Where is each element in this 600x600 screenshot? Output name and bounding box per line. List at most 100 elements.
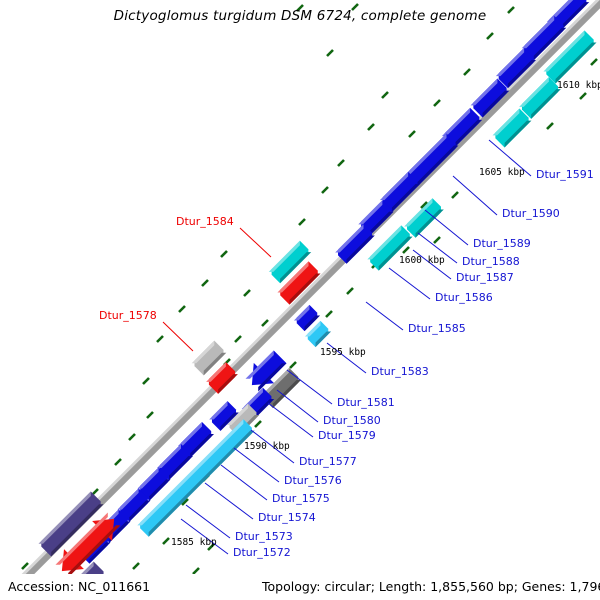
rna-mark — [451, 191, 459, 199]
rna-mark — [346, 287, 354, 295]
label-dtur-1584[interactable]: Dtur_1584 — [176, 215, 234, 228]
gene-bevel-bottom — [168, 455, 194, 481]
gene-body — [251, 350, 287, 386]
tick-1585: 1585 kbp — [171, 537, 217, 548]
gene-body — [263, 367, 299, 409]
rna-mark — [579, 92, 587, 100]
tick-1605: 1605 kbp — [479, 167, 525, 178]
rna-mark — [289, 361, 297, 369]
rna-mark — [402, 246, 410, 254]
rna-mark — [507, 6, 515, 14]
label-dtur-1572-leader — [180, 518, 229, 555]
gene-bevel-bottom — [189, 433, 215, 459]
cds-n34[interactable] — [52, 509, 124, 581]
rna-mark — [486, 32, 494, 40]
cds-n5[interactable] — [519, 77, 561, 119]
label-dtur-1574-leader — [204, 482, 254, 520]
label-dtur-1581[interactable]: Dtur_1581 — [337, 396, 395, 409]
rna-mark — [381, 91, 389, 99]
label-dtur-1585[interactable]: Dtur_1585 — [408, 322, 466, 335]
gene-body — [495, 108, 529, 148]
label-dtur-1573-leader — [185, 504, 231, 539]
label-dtur-1579[interactable]: Dtur_1579 — [318, 429, 376, 442]
cds-n27[interactable] — [177, 421, 215, 459]
label-dtur-1583[interactable]: Dtur_1583 — [371, 365, 429, 378]
gene-body — [211, 401, 237, 431]
label-dtur-1575-leader — [220, 464, 268, 501]
rna-mark — [207, 543, 215, 551]
gene-body — [473, 78, 507, 118]
gene-body — [194, 340, 224, 376]
label-dtur-1590[interactable]: Dtur_1590 — [502, 207, 560, 220]
rna-mark — [128, 433, 136, 441]
gene-body — [271, 240, 309, 284]
label-dtur-1591-leader — [488, 139, 532, 177]
label-dtur-1591[interactable]: Dtur_1591 — [536, 168, 594, 181]
rna-mark — [192, 567, 200, 575]
cds-n21[interactable] — [191, 340, 227, 376]
rna-mark — [178, 305, 186, 313]
label-dtur-1576-leader — [233, 447, 280, 483]
rna-mark — [433, 99, 441, 107]
rna-mark — [433, 236, 441, 244]
label-dtur-1583-leader — [326, 342, 367, 374]
label-dtur-1589-leader — [424, 209, 469, 246]
label-dtur-1579-leader — [267, 402, 314, 438]
label-dtur-1573[interactable]: Dtur_1573 — [235, 530, 293, 543]
page-title: Dictyoglomus turgidum DSM 6724, complete… — [113, 8, 487, 24]
label-dtur-1581-leader — [286, 369, 333, 405]
rna-mark — [326, 49, 334, 57]
label-dtur-1586[interactable]: Dtur_1586 — [435, 291, 493, 304]
rna-mark — [220, 250, 228, 258]
gene-bevel-bottom — [51, 504, 104, 557]
cds-n28[interactable] — [156, 443, 194, 481]
gene-body — [208, 362, 236, 394]
label-dtur-1587-leader — [412, 249, 452, 280]
label-dtur-1575[interactable]: Dtur_1575 — [272, 492, 330, 505]
label-dtur-1590-leader — [452, 175, 498, 216]
status-bar: Accession: NC_011661 Topology: circular;… — [0, 574, 600, 600]
label-dtur-1572[interactable]: Dtur_1572 — [233, 546, 291, 559]
gene-body — [444, 107, 480, 149]
rna-mark — [351, 3, 359, 11]
gene-body — [524, 15, 564, 61]
cds-n20[interactable] — [260, 367, 302, 409]
genome-summary-text: Topology: circular; Length: 1,855,560 bp… — [262, 579, 600, 594]
rna-mark — [114, 458, 122, 466]
gene-body — [61, 518, 115, 572]
rna-mark — [162, 537, 170, 545]
cds-n9[interactable] — [405, 133, 459, 187]
gene-body — [498, 47, 534, 89]
cds-n33[interactable] — [38, 491, 104, 557]
gene-bevel-bottom — [203, 352, 227, 376]
rna-mark — [181, 498, 189, 506]
cds-n7[interactable] — [492, 108, 532, 148]
label-dtur-1577-leader — [250, 429, 295, 464]
label-dtur-1589[interactable]: Dtur_1589 — [473, 237, 531, 250]
label-dtur-1588[interactable]: Dtur_1588 — [462, 255, 520, 268]
gene-body — [408, 133, 456, 187]
label-dtur-1585-leader — [365, 301, 404, 331]
label-dtur-1577[interactable]: Dtur_1577 — [299, 455, 357, 468]
gene-body — [361, 200, 391, 236]
cds-n16[interactable] — [277, 261, 321, 305]
label-dtur-1588-leader — [417, 232, 458, 264]
label-dtur-1576[interactable]: Dtur_1576 — [284, 474, 342, 487]
tick-1595: 1595 kbp — [320, 347, 366, 358]
rna-mark — [367, 123, 375, 131]
gene-bevel-bottom — [289, 273, 321, 305]
gene-body — [338, 224, 372, 264]
gene-bevel-bottom — [68, 525, 121, 578]
gene-body — [521, 77, 559, 119]
rna-mark — [146, 411, 154, 419]
label-dtur-1580[interactable]: Dtur_1580 — [323, 414, 381, 427]
label-dtur-1578[interactable]: Dtur_1578 — [99, 309, 157, 322]
label-dtur-1587[interactable]: Dtur_1587 — [456, 271, 514, 284]
label-dtur-1574[interactable]: Dtur_1574 — [258, 511, 316, 524]
gene-bevel-top — [191, 340, 215, 364]
gene-bevel-top — [405, 133, 447, 175]
tick-1590: 1590 kbp — [244, 441, 290, 452]
tick-1600: 1600 kbp — [399, 255, 445, 266]
